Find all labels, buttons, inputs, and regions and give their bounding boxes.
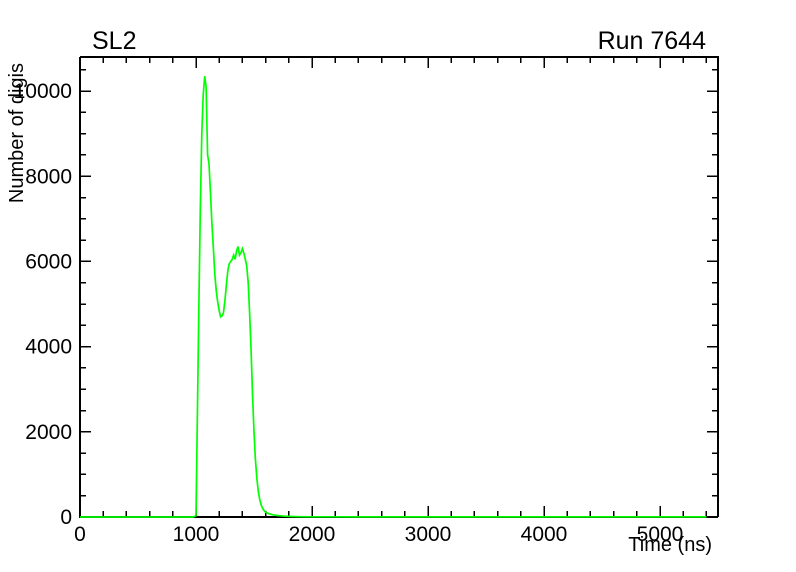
y-tick-label: 4000 bbox=[25, 336, 72, 359]
x-tick-label: 1000 bbox=[173, 523, 220, 546]
y-axis-ticks bbox=[80, 69, 718, 518]
x-tick-label: 0 bbox=[74, 523, 86, 546]
x-axis-tick-labels: 0 1000 2000 3000 4000 5000 bbox=[74, 523, 683, 546]
run-title: Run 7644 bbox=[598, 27, 707, 55]
x-tick-label: 4000 bbox=[521, 523, 568, 546]
y-axis-title: Number of digis bbox=[6, 63, 28, 203]
y-tick-label: 6000 bbox=[25, 250, 72, 273]
x-axis-title: Time (ns) bbox=[628, 534, 712, 556]
x-tick-label: 3000 bbox=[405, 523, 452, 546]
y-tick-label: 10000 bbox=[14, 80, 72, 103]
y-tick-label: 2000 bbox=[25, 421, 72, 444]
y-tick-label: 0 bbox=[60, 506, 72, 529]
x-tick-label: 5000 bbox=[637, 523, 684, 546]
y-axis-tick-labels: 0 2000 4000 6000 8000 10000 bbox=[14, 80, 72, 529]
x-tick-label: 2000 bbox=[289, 523, 336, 546]
histogram-curve bbox=[80, 76, 707, 518]
y-tick-label: 8000 bbox=[25, 165, 72, 188]
page-title: SL2 bbox=[92, 27, 136, 55]
